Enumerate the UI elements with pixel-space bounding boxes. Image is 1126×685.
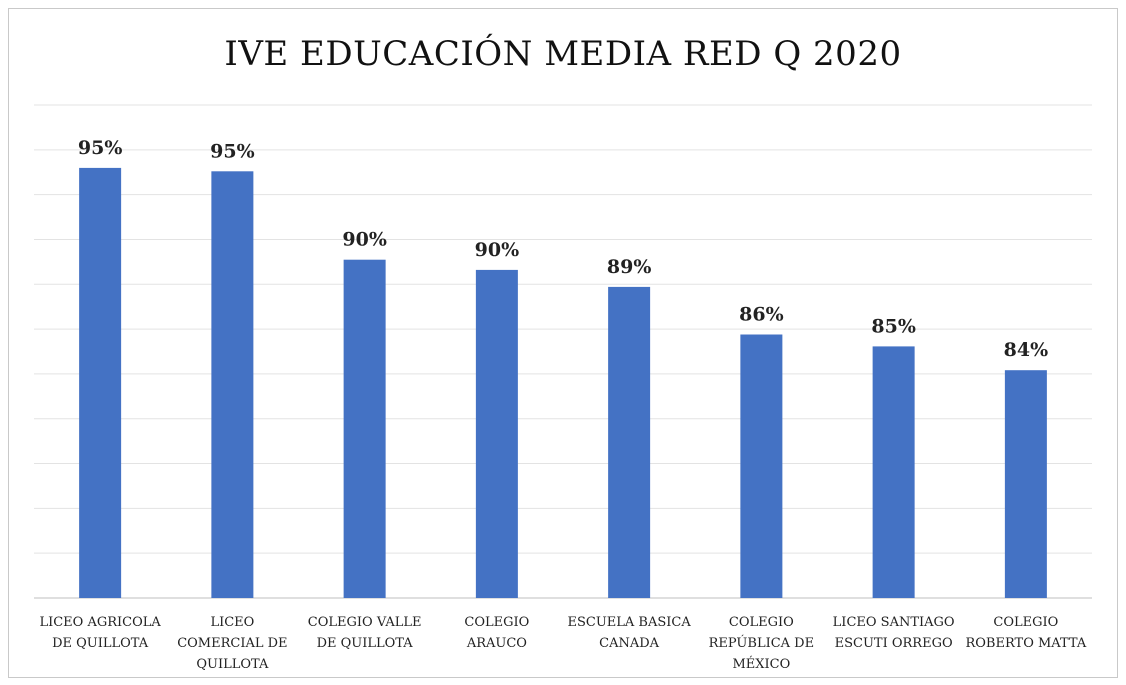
category-label: ARAUCO [466, 636, 527, 651]
data-labels: 95% 95% 90% 90% 89% 86% 85% 84% [78, 137, 1048, 361]
bars [79, 167, 1047, 599]
category-label: CANADA [599, 636, 660, 651]
category-label: COLEGIO [464, 615, 529, 630]
category-label: LICEO SANTIAGO [833, 615, 955, 630]
bar [740, 334, 783, 598]
gridlines [34, 104, 1092, 599]
category-label: COLEGIO [993, 615, 1058, 630]
category-labels: LICEO AGRICOLA DE QUILLOTA LICEO COMERCIAL … [39, 615, 1086, 672]
category-label: QUILLOTA [196, 657, 269, 672]
data-label: 84% [1004, 339, 1049, 361]
category-label: ESCUTI ORREGO [835, 636, 953, 651]
category-label: REPÚBLICA DE [709, 634, 814, 651]
chart-title: IVE EDUCACIÓN MEDIA RED Q 2020 [224, 34, 902, 74]
bar [872, 346, 915, 598]
bar [475, 269, 518, 598]
data-label: 85% [871, 315, 916, 337]
data-label: 95% [78, 137, 123, 159]
bar [608, 286, 651, 598]
category-label: ESCUELA BASICA [567, 615, 691, 630]
bar [343, 259, 386, 598]
category-label: MÉXICO [732, 656, 790, 672]
bar [79, 167, 122, 598]
category-label: COLEGIO [729, 615, 794, 630]
data-label: 86% [739, 304, 784, 326]
category-label: COLEGIO VALLE [308, 615, 422, 630]
category-label: ROBERTO MATTA [965, 636, 1086, 651]
category-label: COMERCIAL DE [177, 636, 287, 651]
bar [1004, 370, 1047, 598]
category-label: DE QUILLOTA [52, 636, 149, 651]
bar [211, 171, 254, 599]
category-label: LICEO AGRICOLA [39, 615, 161, 630]
data-label: 95% [210, 140, 255, 162]
data-label: 90% [475, 239, 520, 261]
chart-frame [8, 8, 1118, 678]
category-label: LICEO [210, 615, 254, 630]
category-label: DE QUILLOTA [317, 636, 414, 651]
data-label: 89% [607, 256, 652, 278]
data-label: 90% [342, 229, 387, 251]
